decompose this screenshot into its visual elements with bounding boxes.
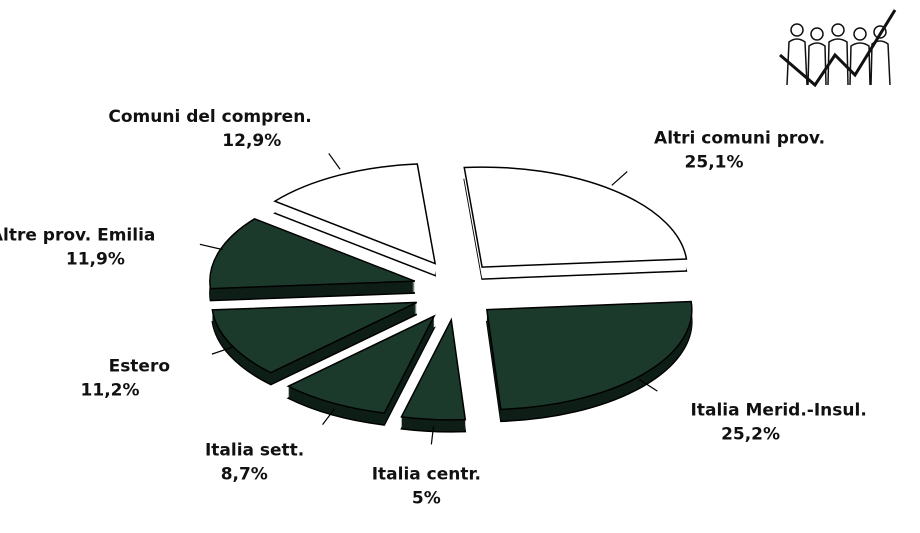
slice <box>273 163 437 265</box>
slice-label: Estero <box>109 357 170 377</box>
slice-label: Altre prov. Emilia <box>0 225 155 245</box>
slice-value-label: 11,2% <box>81 381 140 401</box>
leader-line <box>211 346 234 355</box>
slice-label: Altri comuni prov. <box>654 129 825 149</box>
slice-label: Italia sett. <box>205 441 304 461</box>
slice <box>209 217 416 290</box>
leader-line <box>322 408 335 425</box>
slice-label: Italia Merid.-Insul. <box>691 401 867 421</box>
leader-line <box>328 153 341 170</box>
slice-value-label: 25,1% <box>685 153 744 173</box>
logo-icon <box>779 9 897 88</box>
slice-value-label: 5% <box>412 488 441 508</box>
leader-line <box>430 426 435 445</box>
slice-label: Comuni del compren. <box>108 107 311 127</box>
leader-line <box>199 243 223 251</box>
slice <box>463 166 688 268</box>
slice <box>400 317 467 421</box>
slice <box>485 300 693 411</box>
leader-line <box>638 378 658 392</box>
slice-value-label: 12,9% <box>222 131 281 151</box>
slice-label: Italia centr. <box>372 464 481 484</box>
slice-value-label: 8,7% <box>221 465 268 485</box>
slice <box>211 301 418 374</box>
slice <box>286 314 436 414</box>
slice-value-label: 25,2% <box>721 425 780 445</box>
leader-line <box>611 171 628 186</box>
slice-value-label: 11,9% <box>66 249 125 269</box>
